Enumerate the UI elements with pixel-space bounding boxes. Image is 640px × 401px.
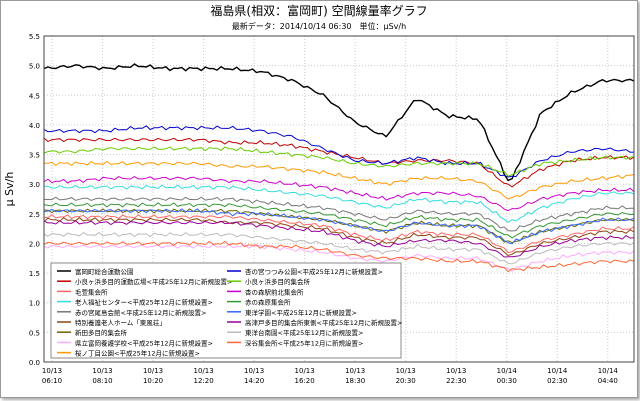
series-lines [43,63,635,273]
x-tick-label-date: 10/13 [396,367,416,375]
x-tick-label-date: 10/13 [193,367,213,375]
y-tick-label: 3.5 [29,152,40,160]
legend-label: 毛萱集会所 [75,287,108,296]
legend-label: 高津戸多目的集会所東側<平成25年12月に新規設置> [245,318,402,327]
legend-label: 杏の宮つつみ公園<平成25年12月に新規設置> [245,267,383,276]
x-tick-label-time: 00:30 [497,377,517,385]
x-tick-label-time: 10:20 [143,377,163,385]
legend-label: 東洋台南園<平成25年12月に新規設置> [245,328,363,337]
legend-label: 特別養護老人ホーム「東風荘」 [75,318,166,327]
y-tick-label: 1.0 [29,300,40,308]
series-line [43,231,635,265]
legend-label: 赤の森原集会所 [245,298,291,307]
x-tick-label-time: 04:40 [598,377,618,385]
x-tick-label-time: 06:10 [42,377,62,385]
x-tick-label-date: 10/13 [92,367,112,375]
series-line [43,214,635,254]
chart-subtitle: 最新データ：2014/10/14 06:30 単位：μSv/h [232,21,406,31]
x-tick-label-time: 20:30 [396,377,416,385]
legend-box [50,262,402,359]
chart-title: 福島県(相双：富岡町) 空間線量率グラフ [210,3,427,18]
series-line [43,208,635,245]
series-line [43,202,635,239]
legend-label: 桜ノ丁目公園<平成25年12月に新規設置> [75,349,200,358]
x-tick-label-time: 18:30 [345,377,365,385]
x-tick-label-date: 10/13 [143,367,163,375]
x-tick-label-date: 10/14 [497,367,518,375]
x-tick-label-time: 16:20 [295,377,315,385]
y-tick-label: 5.5 [29,33,40,41]
legend-label: 杏の森駅前北集会所 [245,287,304,296]
legend: 富岡町総合運動公園小良ヶ浜多目的運動広場<平成25年12月に新規設置>毛萱集会所… [50,262,402,359]
legend-label: 東洋学園<平成25年12月に新規設置> [245,308,357,317]
legend-label: 小良ヶ浜多目的集会所 [245,277,311,286]
x-axis-ticks: 10/13 06:10 10/13 08:10 10/13 10:20 10/13 12:20… [42,367,619,385]
series-line [43,196,635,232]
x-tick-label-date: 10/13 [244,367,264,375]
y-axis-label: μ Sv/h [3,172,16,207]
y-tick-label: 4.5 [29,92,40,100]
legend-label: 小良ヶ浜多目的運動広場<平成25年12月に新規設置> [75,277,232,286]
x-tick-label-time: 08:10 [92,377,112,385]
y-tick-label: 5.0 [29,63,40,71]
series-line [43,146,635,177]
y-tick-label: 1.5 [29,270,40,278]
series-line [43,125,635,178]
y-axis-ticks: 0.0 0.5 1.0 1.5 2.0 2.5 3.0 3.5 4.0 4.5 5.0 5.5 [29,33,40,367]
x-tick-label-date: 10/14 [598,367,619,375]
y-tick-label: 0.5 [29,329,40,337]
x-tick-label-time: 14:20 [244,377,264,385]
plot-area-border [43,35,635,363]
series-line [43,63,635,182]
y-tick-label: 2.0 [29,240,40,248]
legend-label: 赤の宮尾島会館<平成25年12月に新規設置> [75,308,206,317]
legend-label: 県立富岡養護学校<平成25年12月に新規設置> [75,338,213,347]
y-tick-label: 0.0 [29,359,40,367]
series-line [43,184,635,223]
legend-label: 富岡町総合運動公園 [75,267,134,276]
y-tick-label: 4.0 [29,122,40,130]
x-tick-label-date: 10/13 [446,367,466,375]
x-tick-label-date: 10/13 [42,367,62,375]
x-tick-label-time: 02:30 [547,377,567,385]
x-tick-label-time: 22:30 [446,377,466,385]
y-tick-label: 3.0 [29,181,40,189]
x-tick-label-date: 10/13 [345,367,365,375]
series-line [43,220,635,258]
x-tick-label-time: 12:20 [193,377,213,385]
x-tick-label-date: 10/13 [295,367,315,375]
series-line [43,217,635,257]
legend-label: 新田多目的集会所 [75,328,128,337]
legend-label: 深谷集会所<平成25年12月に新規設置> [245,338,363,347]
series-line [43,240,635,273]
series-line [43,160,635,200]
y-tick-label: 2.5 [29,211,40,219]
x-tick-label-date: 10/14 [547,367,568,375]
series-line [43,176,635,212]
legend-label: 老人福祉センター<平成25年12月に新規設置> [75,298,213,307]
